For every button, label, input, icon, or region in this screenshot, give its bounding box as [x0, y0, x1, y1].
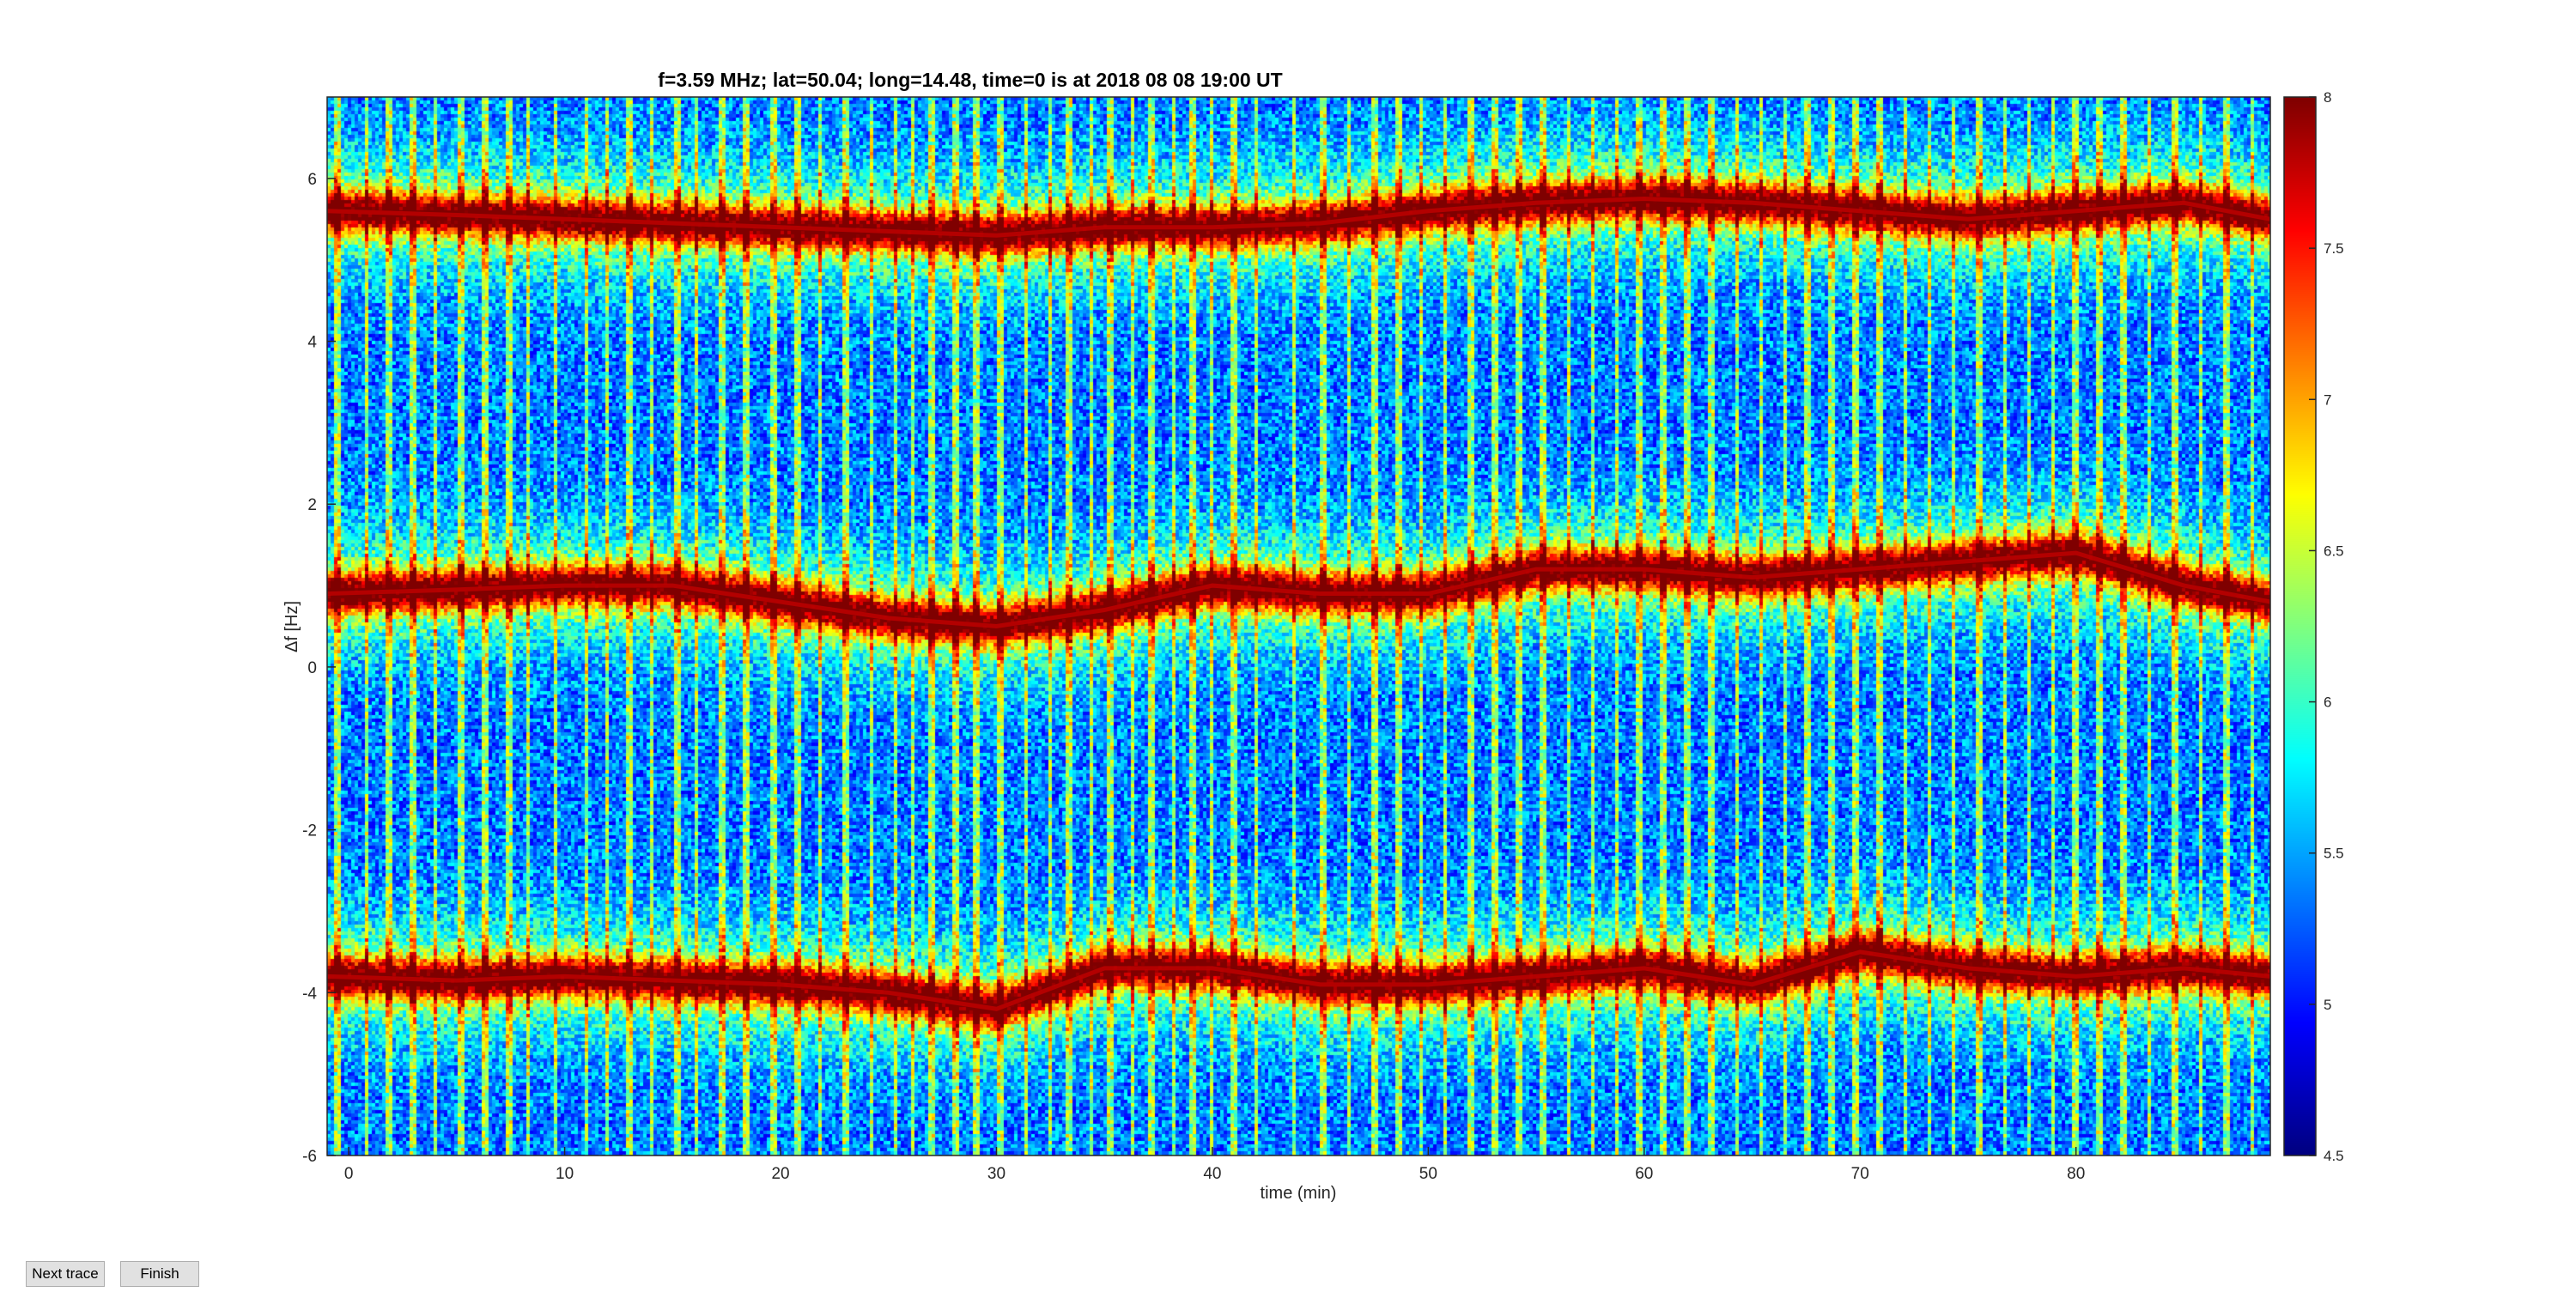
finish-button[interactable]: Finish	[120, 1261, 199, 1287]
x-tick-label: 60	[1635, 1165, 1653, 1183]
colorbar-tick-label: 8	[2324, 89, 2331, 106]
colorbar-ticks: 4.5 5 5.5 6 6.5 7 7.5 8	[2309, 89, 2344, 1164]
colorbar: 4.5 5 5.5 6 6.5 7 7.5 8	[2283, 89, 2344, 1164]
colorbar-tick-label: 4.5	[2324, 1148, 2344, 1164]
y-tick-label: 0	[307, 659, 317, 677]
y-tick-label: -6	[302, 1148, 317, 1166]
y-tick-label: 6	[307, 171, 317, 189]
ridge-trace-1	[326, 197, 2271, 238]
ridge-trace-2	[326, 550, 2271, 629]
x-tick-label: 80	[2067, 1165, 2085, 1183]
colorbar-frame	[2283, 96, 2317, 1156]
x-tick-label: 10	[556, 1165, 574, 1183]
x-tick-label: 40	[1203, 1165, 1221, 1183]
y-axis: -6 -4 -2 0 2 4 6	[302, 171, 336, 1166]
colorbar-tick-label: 7	[2324, 391, 2331, 408]
ridge-trace-3	[326, 949, 2271, 1011]
heatmap-image	[327, 97, 2270, 1156]
y-axis-label: Δf [Hz]	[283, 601, 301, 652]
y-tick-label: 2	[307, 496, 317, 514]
x-tick-label: 30	[987, 1165, 1005, 1183]
x-tick-label: 0	[344, 1165, 354, 1183]
x-axis: 0 10 20 30 40 50 60 70 80	[344, 1147, 2085, 1183]
next-trace-button[interactable]: Next trace	[26, 1261, 105, 1287]
y-tick-label: 4	[307, 334, 317, 352]
colorbar-tick-label: 7.5	[2324, 240, 2344, 257]
chart-title: f=3.59 MHz; lat=50.04; long=14.48, time=…	[658, 69, 1282, 91]
x-axis-label: time (min)	[1261, 1184, 1337, 1203]
colorbar-tick-label: 5	[2324, 997, 2331, 1013]
plot-frame	[326, 96, 2271, 1156]
colorbar-image	[2284, 97, 2316, 1156]
y-tick-label: -4	[302, 985, 317, 1003]
colorbar-tick-label: 6	[2324, 695, 2331, 711]
x-tick-label: 70	[1851, 1165, 1869, 1183]
colorbar-tick-label: 6.5	[2324, 543, 2344, 559]
x-tick-label: 50	[1419, 1165, 1437, 1183]
heatmap-plot	[326, 96, 2271, 1156]
y-tick-label: -2	[302, 822, 317, 840]
colorbar-tick-label: 5.5	[2324, 846, 2344, 862]
x-tick-label: 20	[771, 1165, 789, 1183]
